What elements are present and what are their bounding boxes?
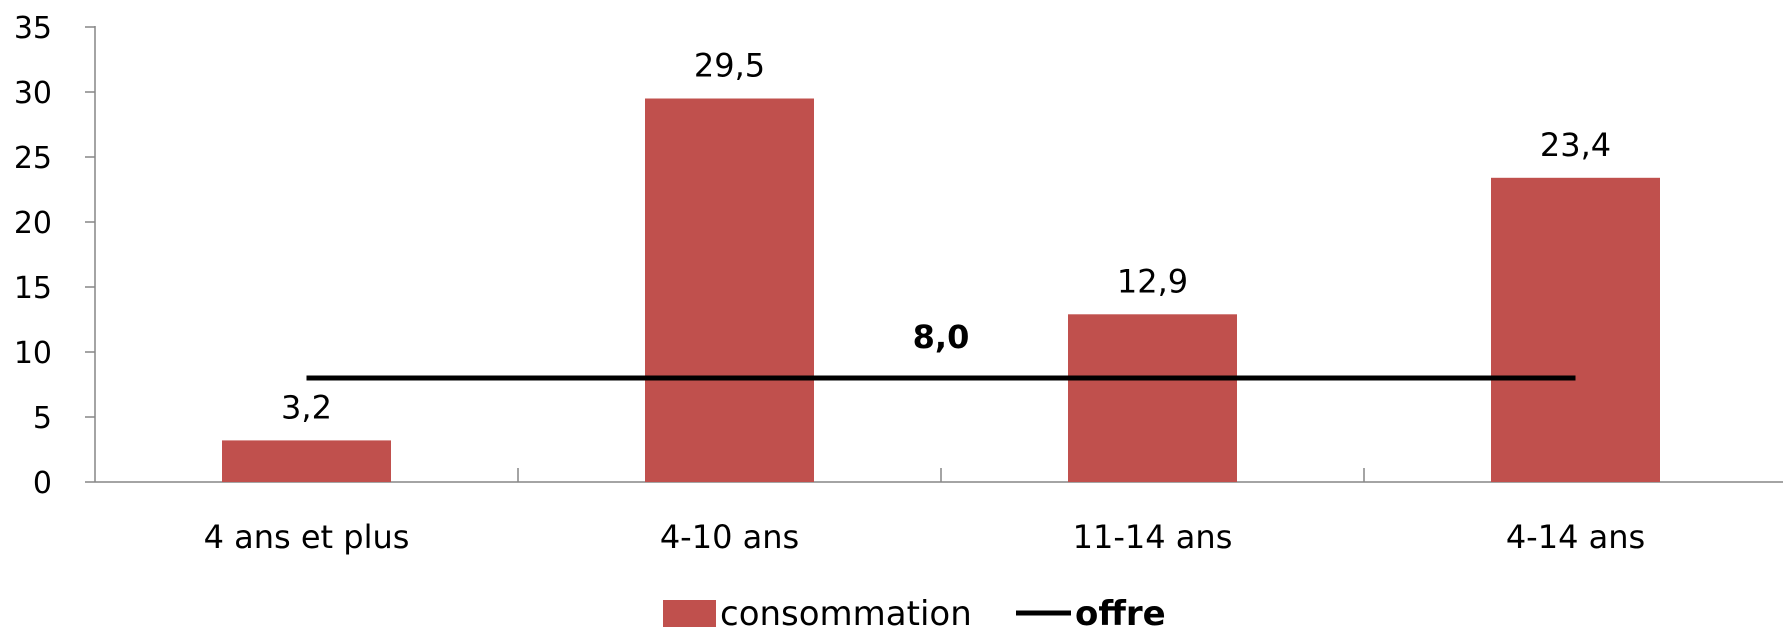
category-labels: 4 ans et plus 4-10 ans 11-14 ans 4-14 ans	[204, 518, 1646, 556]
axes: 0 5 10 15 20 25 30 35	[14, 11, 1783, 501]
bar-consommation	[1068, 314, 1237, 482]
y-tick-label: 5	[33, 401, 52, 436]
legend-consommation-swatch	[663, 600, 716, 627]
y-tick-label: 20	[14, 206, 52, 241]
offre-data-label: 8,0	[913, 318, 970, 356]
legend-consommation-label: consommation	[720, 594, 972, 629]
category-label: 4 ans et plus	[204, 518, 410, 556]
bar-data-label: 3,2	[281, 388, 332, 426]
bar-data-labels: 3,2 29,5 12,9 23,4	[281, 47, 1611, 427]
bar-consommation	[645, 98, 814, 482]
bar-data-label: 12,9	[1117, 262, 1188, 300]
y-tick-label: 30	[14, 76, 52, 111]
legend-offre-label: offre	[1075, 594, 1166, 629]
y-tick-label: 10	[14, 336, 52, 371]
y-tick-label: 35	[14, 11, 52, 46]
bar-data-label: 23,4	[1540, 126, 1611, 164]
bar-data-label: 29,5	[694, 47, 765, 85]
bar-consommation	[1491, 177, 1660, 483]
bar-consommation	[222, 440, 391, 482]
bars	[222, 98, 1660, 483]
legend: consommation offre	[663, 594, 1166, 629]
category-label: 4-10 ans	[660, 518, 799, 556]
category-label: 11-14 ans	[1073, 518, 1233, 556]
y-tick-label: 25	[14, 141, 52, 176]
y-tick-label: 15	[14, 271, 52, 306]
y-tick-label: 0	[33, 466, 52, 501]
offre-line-layer: 8,0	[306, 318, 1576, 381]
category-label: 4-14 ans	[1506, 518, 1645, 556]
